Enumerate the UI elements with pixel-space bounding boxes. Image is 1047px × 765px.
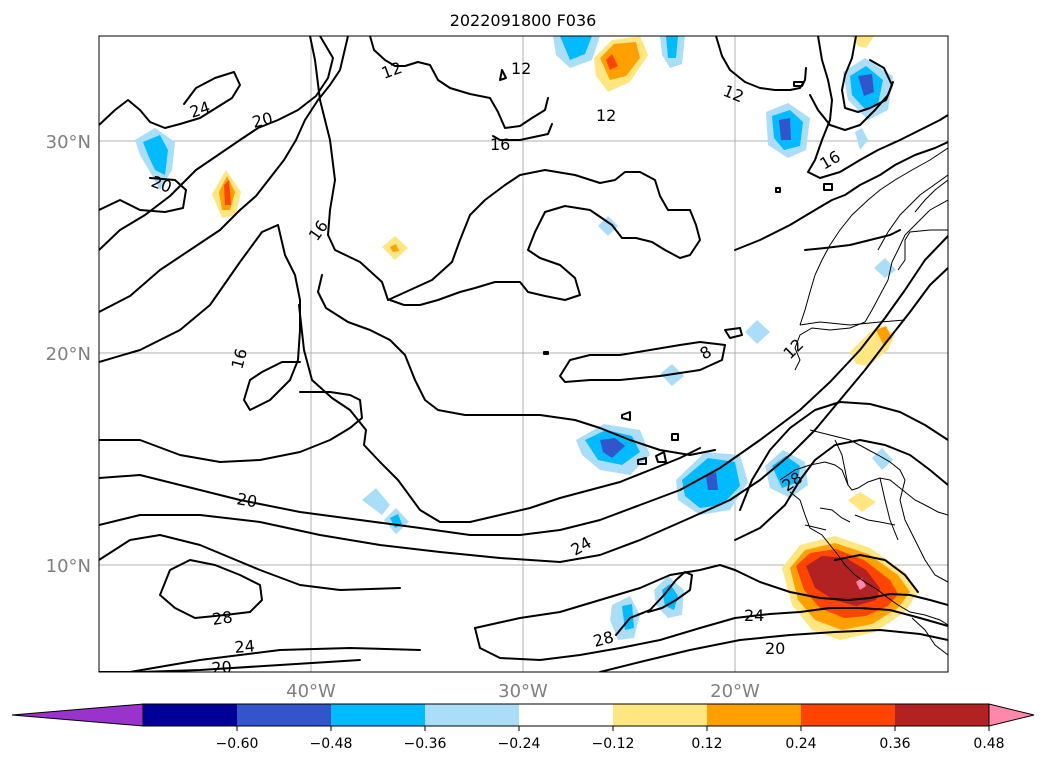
contour-label: 20 (211, 657, 233, 678)
lon-tick-label: 40°W (286, 681, 336, 702)
colorbar-tick-label: −0.48 (310, 736, 353, 752)
lat-tick-label: 10°N (46, 556, 91, 577)
lon-tick-label: 20°W (710, 681, 760, 702)
lat-tick-label: 30°N (46, 132, 91, 153)
figure-title: 2022091800 F036 (450, 11, 597, 30)
lon-tick-labels: 40°W 30°W 20°W (286, 681, 760, 702)
colorbar-tick-label: 0.36 (879, 736, 910, 752)
colorbar-tick-label: −0.24 (498, 736, 541, 752)
map-area: 12 12 12 12 24 20 20 16 16 16 16 12 8 20… (99, 36, 948, 678)
map-frame (98, 35, 949, 673)
lon-tick-label: 30°W (498, 681, 548, 702)
colorbar-tick-label: 0.12 (691, 736, 722, 752)
colorbar-segment (801, 704, 895, 726)
contour-label: 28 (591, 627, 616, 651)
colorbar-tick-label: −0.36 (404, 736, 447, 752)
lat-tick-labels: 30°N 20°N 10°N (46, 132, 91, 577)
contour-label: 12 (596, 106, 616, 125)
colorbar-segment (707, 704, 801, 726)
lat-tick-label: 20°N (46, 344, 91, 365)
contour-label: 24 (234, 636, 256, 657)
contour-label: 28 (211, 607, 234, 629)
coastlines (779, 147, 948, 656)
contour-lines (99, 36, 948, 672)
contour-label: 20 (235, 489, 258, 511)
contour-label: 12 (511, 59, 531, 78)
colorbar: −0.60 −0.48 −0.36 −0.24 −0.12 0.12 0.24 0.36 0.4… (11, 703, 1035, 752)
colorbar-segment (613, 704, 707, 726)
colorbar-frame (142, 703, 990, 727)
colorbar-tick-label: 0.48 (973, 736, 1004, 752)
contour-label: 20 (250, 108, 275, 132)
colorbar-extend-high (988, 703, 1035, 727)
colorbar-segment (237, 704, 331, 726)
colorbar-tick-label: −0.60 (216, 736, 259, 752)
contour-label: 20 (765, 639, 785, 658)
contour-label: 16 (228, 346, 252, 371)
contour-label: 24 (744, 606, 764, 625)
colorbar-extend-low (11, 703, 144, 727)
colorbar-segment (143, 704, 237, 726)
colorbar-tick-label: 0.24 (785, 736, 816, 752)
colorbar-segment (895, 704, 989, 726)
contour-label: 16 (490, 135, 510, 154)
colorbar-segment (425, 704, 519, 726)
colorbar-tick-label: −0.12 (592, 736, 635, 752)
colorbar-segment (519, 704, 613, 726)
colorbar-segment (331, 704, 425, 726)
positive-anomaly-blobs (212, 36, 918, 640)
